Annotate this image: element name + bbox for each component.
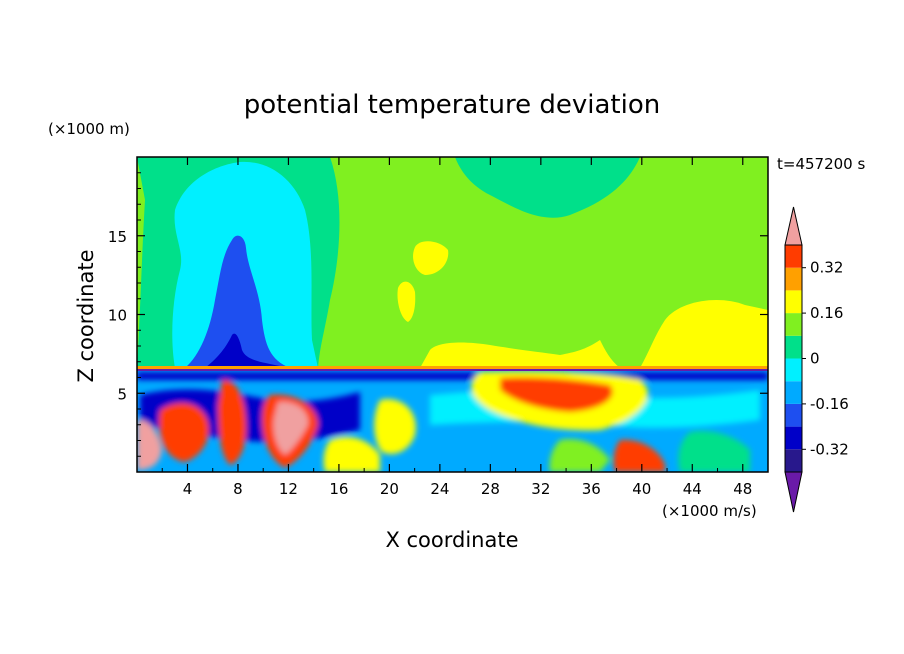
y-unit-label: (×1000 m) (48, 120, 130, 138)
contour-field (137, 157, 768, 472)
colorbar-top-arrow (784, 206, 803, 246)
colorbar-tick-label: -0.32 (810, 440, 849, 458)
x-tick-label: 8 (233, 480, 243, 498)
colorbar-segment (785, 267, 802, 291)
colorbar-segment (785, 313, 802, 336)
colorbar-segment (785, 449, 802, 472)
x-tick-label: 44 (683, 480, 702, 498)
colorbar-segment (785, 290, 802, 314)
y-axis-label: Z coordinate (74, 249, 98, 382)
x-tick-label: 24 (430, 480, 449, 498)
colorbar-tick-label: -0.16 (810, 395, 849, 413)
colorbar-segment (785, 335, 802, 359)
x-tick-label: 20 (380, 480, 399, 498)
y-tick-label: 5 (117, 385, 127, 403)
x-axis-label: X coordinate (385, 528, 518, 552)
y-axis-ticks: 5 10 15 (108, 172, 768, 457)
y-tick-label: 10 (108, 307, 127, 325)
colorbar-segment (785, 403, 802, 427)
colorbar-segment (785, 358, 802, 382)
x-tick-label: 16 (329, 480, 348, 498)
x-tick-label: 28 (481, 480, 500, 498)
colorbar: 0.32 0.16 0 -0.16 -0.32 (784, 206, 849, 513)
colorbar-tick-label: 0.16 (810, 304, 843, 322)
x-tick-label: 12 (279, 480, 298, 498)
time-label: t=457200 s (777, 155, 865, 173)
x-tick-label: 4 (183, 480, 193, 498)
colorbar-segment (785, 245, 802, 268)
x-axis-ticks: 4 8 12 16 20 24 28 32 36 40 44 48 (161, 157, 752, 498)
colorbar-segment (785, 381, 802, 404)
colorbar-tick-label: 0 (810, 350, 820, 368)
x-tick-label: 36 (582, 480, 601, 498)
colorbar-segment (785, 426, 802, 450)
chart-title: potential temperature deviation (244, 90, 660, 120)
y-tick-label: 15 (108, 228, 127, 246)
colorbar-tick-label: 0.32 (810, 259, 843, 277)
x-tick-label: 32 (531, 480, 550, 498)
colorbar-bottom-arrow (784, 471, 803, 513)
x-tick-label: 48 (733, 480, 752, 498)
x-unit-label: (×1000 m/s) (662, 502, 757, 520)
x-tick-label: 40 (632, 480, 651, 498)
